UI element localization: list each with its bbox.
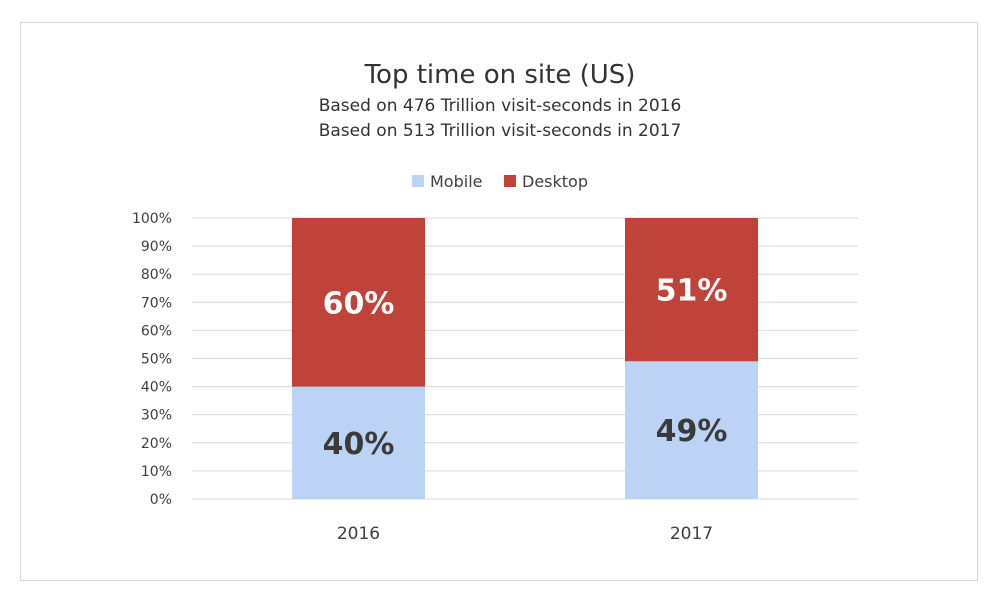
y-tick-label: 0%	[150, 492, 172, 508]
value-label-desktop-2017: 51%	[656, 274, 728, 309]
legend-label-mobile: Mobile	[430, 172, 482, 191]
y-tick-label: 20%	[141, 436, 172, 452]
y-tick-label: 80%	[141, 267, 172, 283]
bars	[292, 218, 758, 499]
chart-title: Top time on site (US)	[364, 60, 636, 90]
chart-subtitle-2016: Based on 476 Trillion visit-seconds in 2…	[318, 96, 682, 116]
bar-mobile-2016	[292, 386, 425, 499]
x-category-label: 2017	[670, 524, 713, 544]
legend: Mobile Desktop	[412, 172, 588, 191]
legend-label-desktop: Desktop	[522, 172, 588, 191]
y-tick-label: 100%	[132, 211, 172, 227]
legend-swatch-mobile	[412, 175, 424, 187]
chart-frame	[20, 22, 978, 581]
y-tick-label: 30%	[141, 408, 172, 424]
bar-desktop-2017	[625, 218, 758, 362]
chart-subtitle-2017: Based on 513 Trillion visit-seconds in 2…	[318, 121, 682, 141]
gridlines	[192, 217, 858, 500]
bar-value-labels: 40% 60% 49% 51%	[323, 274, 728, 462]
legend-swatch-desktop	[504, 175, 516, 187]
x-axis-categories: 2016 2017	[337, 524, 713, 544]
y-axis-ticks: 0% 10% 20% 30% 40% 50% 60% 70% 80% 90% 100%	[132, 211, 172, 508]
value-label-desktop-2016: 60%	[323, 286, 395, 321]
value-label-mobile-2017: 49%	[656, 414, 728, 449]
bar-mobile-2017	[625, 361, 758, 499]
y-tick-label: 50%	[141, 352, 172, 368]
y-tick-label: 40%	[141, 380, 172, 396]
bar-desktop-2016	[292, 218, 425, 387]
value-label-mobile-2016: 40%	[323, 427, 395, 462]
x-category-label: 2016	[337, 524, 380, 544]
y-tick-label: 70%	[141, 295, 172, 311]
y-tick-label: 10%	[141, 464, 172, 480]
y-tick-label: 60%	[141, 323, 172, 339]
y-tick-label: 90%	[141, 239, 172, 255]
